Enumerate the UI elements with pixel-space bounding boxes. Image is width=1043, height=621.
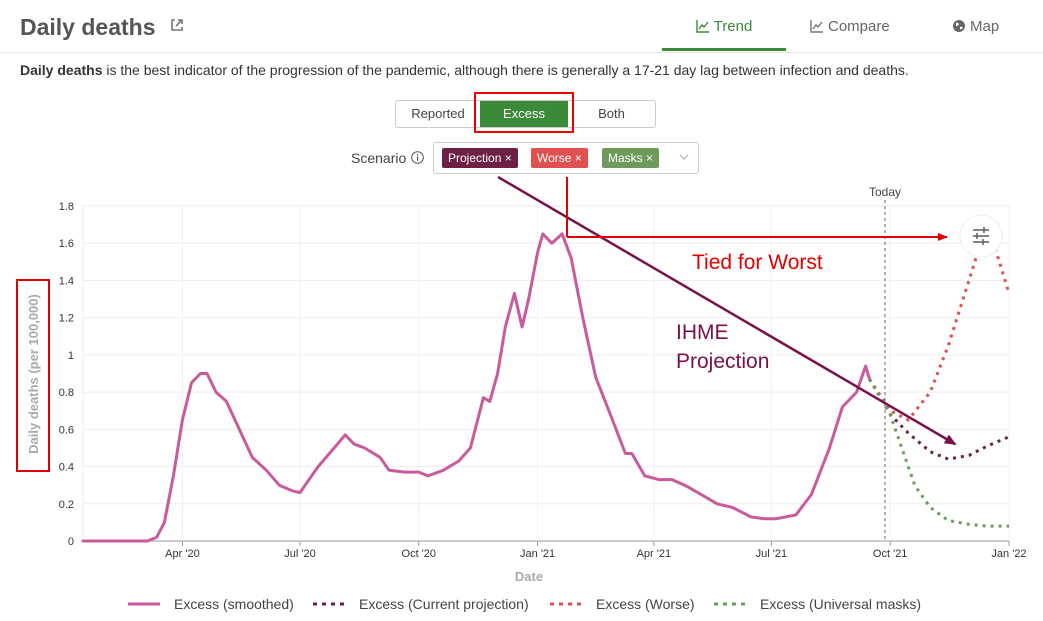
x-tick-label: Oct '20 <box>402 548 437 560</box>
page-header: Daily deaths Trend Compare Map <box>0 0 1043 53</box>
close-icon[interactable]: × <box>574 151 582 165</box>
excess-highlight-box <box>474 92 574 133</box>
chip-masks-label: Masks <box>608 151 643 165</box>
annotations-layer: Today Tied for Worst IHME Projection <box>497 175 1003 541</box>
y-tick-label: 1.2 <box>59 313 74 325</box>
compare-chart-icon <box>810 20 823 33</box>
y-tick-label: 1.6 <box>59 238 74 250</box>
x-tick-label: Apr '20 <box>165 548 200 560</box>
globe-icon <box>953 20 965 32</box>
series-projection[interactable] <box>868 378 1010 461</box>
tab-compare[interactable]: Compare <box>810 0 890 51</box>
y-tick-label: 0 <box>68 536 74 548</box>
x-tick-label: Jul '20 <box>284 548 315 560</box>
x-tick-label: Apr '21 <box>637 548 672 560</box>
toggle-excess[interactable]: Excess <box>480 101 568 127</box>
tab-trend-label: Trend <box>713 18 753 35</box>
ylabel-highlight-box <box>16 279 50 472</box>
y-tick-label: 0.6 <box>59 424 74 436</box>
tab-map-label: Map <box>970 18 1000 35</box>
y-tick-label: 1.4 <box>59 275 74 287</box>
chip-masks[interactable]: Masks × <box>602 148 660 168</box>
info-icon[interactable] <box>411 151 424 164</box>
y-axis-label: Daily deaths (per 100,000) <box>26 294 41 454</box>
y-tick-label: 0.2 <box>59 499 74 511</box>
legend-label-smoothed: Excess (smoothed) <box>174 596 294 612</box>
description-text: is the best indicator of the progression… <box>102 62 909 78</box>
y-tick-label: 1 <box>68 350 74 362</box>
chip-projection-label: Projection <box>448 151 502 165</box>
x-tick-label: Jul '21 <box>756 548 787 560</box>
x-axis-label: Date <box>515 569 543 584</box>
description-bold: Daily deaths <box>20 62 103 78</box>
ihme-arrow <box>497 175 957 446</box>
x-tick-label: Jan '22 <box>991 548 1026 560</box>
scenario-select[interactable]: Projection × Worse × Masks × <box>433 142 699 174</box>
series-layer <box>81 232 1011 543</box>
external-link-icon[interactable] <box>170 18 184 32</box>
axes: Daily deaths (per 100,000) Date 0 0.2 0.4 0… <box>26 201 1027 584</box>
chip-worse-label: Worse <box>537 151 572 165</box>
sliders-icon <box>973 227 989 245</box>
legend: Excess (smoothed) Excess (Current projec… <box>0 594 1043 614</box>
series-smoothed[interactable] <box>81 232 871 543</box>
chart-settings-button[interactable] <box>959 214 1003 258</box>
chip-projection[interactable]: Projection × <box>442 148 518 168</box>
toggle-both[interactable]: Both <box>598 106 625 121</box>
close-icon[interactable]: × <box>646 151 654 165</box>
scenario-label: Scenario <box>351 150 407 166</box>
tied-annotation: Tied for Worst <box>692 251 823 274</box>
chip-worse[interactable]: Worse × <box>531 148 588 168</box>
trend-chart-icon <box>695 20 709 33</box>
today-label: Today <box>869 185 901 199</box>
tab-compare-label: Compare <box>828 18 890 35</box>
page-title: Daily deaths <box>20 14 156 40</box>
y-tick-label: 0.8 <box>59 387 74 399</box>
daily-deaths-chart: Today Tied for Worst IHME Projection Dai… <box>16 175 1027 584</box>
y-tick-label: 1.8 <box>59 201 74 213</box>
x-tick-label: Oct '21 <box>873 548 908 560</box>
ihme-annotation-line2: Projection <box>676 350 769 373</box>
legend-label-masks: Excess (Universal masks) <box>760 596 922 612</box>
chevron-down-icon[interactable] <box>678 151 690 163</box>
tab-map[interactable]: Map <box>952 0 999 51</box>
plot-area <box>82 205 1010 542</box>
description: Daily deaths is the best indicator of th… <box>20 62 909 78</box>
x-tick-label: Jan '21 <box>520 548 555 560</box>
legend-label-projection: Excess (Current projection) <box>359 596 529 612</box>
y-tick-label: 0.4 <box>59 462 74 474</box>
tab-trend[interactable]: Trend <box>662 0 786 51</box>
metric-toggle: Reported Excess Both <box>395 100 656 128</box>
toggle-reported[interactable]: Reported <box>411 106 465 121</box>
ihme-annotation-line1: IHME <box>676 321 729 344</box>
close-icon[interactable]: × <box>504 151 512 165</box>
legend-label-worse: Excess (Worse) <box>596 596 695 612</box>
